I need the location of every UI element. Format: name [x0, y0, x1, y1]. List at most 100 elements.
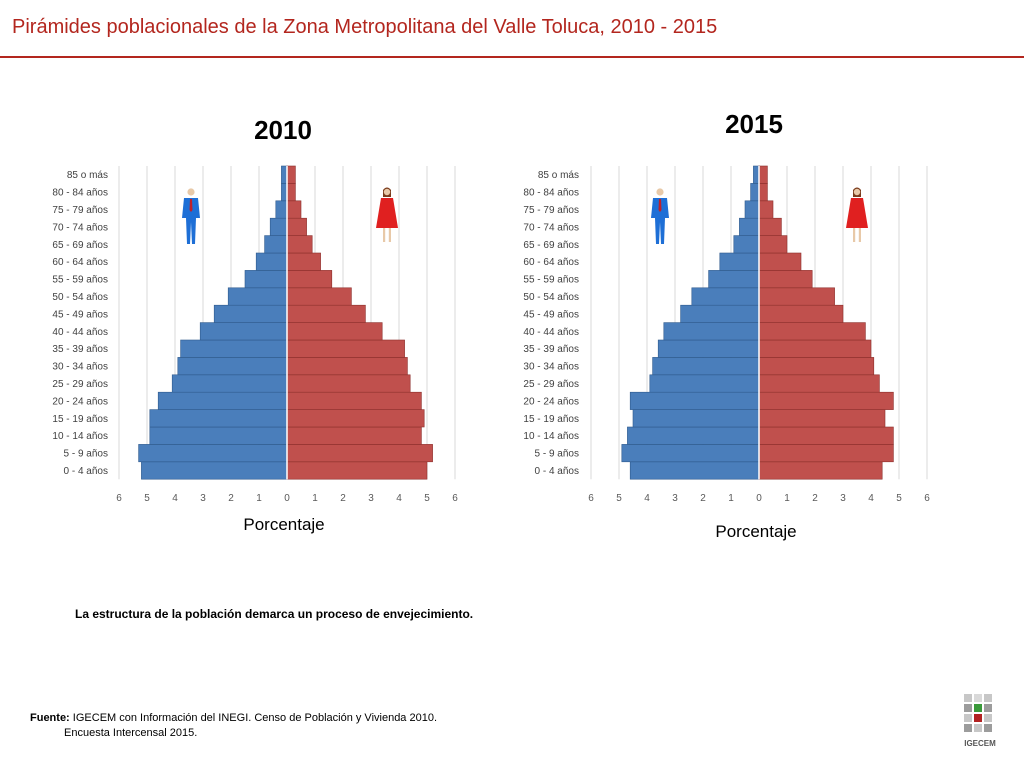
x-tick-label: 4: [172, 493, 178, 504]
age-group-label: 85 o más: [67, 170, 108, 181]
x-axis-label: Porcentaje: [243, 515, 324, 534]
age-group-label: 25 - 29 años: [52, 379, 108, 390]
x-tick-label: 5: [896, 493, 902, 504]
age-group-label: 15 - 19 años: [523, 414, 579, 425]
age-group-label: 10 - 14 años: [523, 431, 579, 442]
female-bar: [758, 461, 883, 480]
female-bar: [758, 444, 894, 463]
x-tick-label: 2: [228, 493, 234, 504]
age-group-label: 0 - 4 años: [64, 466, 108, 477]
age-group-label: 65 - 69 años: [52, 240, 108, 251]
male-bar: [680, 304, 760, 323]
leg: [383, 228, 386, 242]
female-bar: [286, 426, 422, 445]
x-tick-label: 2: [700, 493, 706, 504]
pyramid-0: 2010 6 5 4 3 2 1 0 1 2 3 4 5 6 0 - 4 años 5 - 9 años 10 …: [52, 115, 458, 534]
male-bar: [149, 409, 288, 428]
female-bar: [758, 183, 768, 202]
female-bar: [758, 374, 880, 393]
x-tick-label: 4: [644, 493, 650, 504]
female-bar: [286, 304, 366, 323]
female-bar: [758, 200, 774, 219]
female-bar: [758, 287, 835, 306]
male-bar: [213, 304, 288, 323]
age-group-label: 80 - 84 años: [523, 188, 579, 199]
age-group-label: 75 - 79 años: [523, 205, 579, 216]
male-bar: [180, 339, 288, 358]
age-group-label: 55 - 59 años: [523, 275, 579, 286]
female-bar: [758, 426, 894, 445]
male-bar: [627, 426, 760, 445]
female-bar: [758, 270, 813, 289]
x-tick-label: 2: [340, 493, 346, 504]
x-tick-label: 3: [200, 493, 206, 504]
male-bar: [227, 287, 288, 306]
male-bar: [244, 270, 288, 289]
age-group-label: 65 - 69 años: [523, 240, 579, 251]
female-bar: [286, 357, 408, 376]
age-group-label: 35 - 39 años: [523, 344, 579, 355]
female-bar: [286, 270, 333, 289]
pyramid-1: 2015 6 5 4 3 2 1 0 1 2 3 4 5 6 0 - 4 años 5 - 9 años 10 …: [523, 109, 930, 541]
female-bar: [286, 235, 313, 254]
male-bar: [157, 391, 288, 410]
x-tick-label: 0: [756, 493, 762, 504]
female-bar: [286, 183, 296, 202]
male-bar: [744, 200, 760, 219]
x-tick-label: 6: [452, 493, 458, 504]
male-bar: [275, 200, 288, 219]
female-bar: [286, 252, 321, 271]
age-group-label: 40 - 44 años: [52, 327, 108, 338]
leg: [858, 228, 861, 242]
x-tick-label: 6: [116, 493, 122, 504]
logo-grid-icon: [964, 694, 992, 732]
female-bar: [286, 391, 422, 410]
age-group-label: 70 - 74 años: [523, 222, 579, 233]
male-bar: [708, 270, 760, 289]
female-bar: [758, 391, 894, 410]
male-bar: [177, 357, 288, 376]
female-bar: [286, 444, 433, 463]
female-bar: [286, 409, 425, 428]
x-tick-label: 1: [312, 493, 318, 504]
male-body: [182, 198, 200, 244]
x-tick-label: 3: [368, 493, 374, 504]
male-bar: [632, 409, 760, 428]
age-group-label: 50 - 54 años: [52, 292, 108, 303]
male-bar: [255, 252, 288, 271]
male-bar: [663, 322, 760, 341]
female-bar: [286, 322, 383, 341]
page-title: Pirámides poblacionales de la Zona Metro…: [12, 16, 718, 38]
logo-text: IGECEM: [964, 739, 996, 748]
age-group-label: 80 - 84 años: [52, 188, 108, 199]
chart-title: 2015: [725, 109, 783, 139]
female-bar: [286, 217, 307, 236]
female-bar: [286, 165, 296, 184]
tie: [189, 199, 193, 212]
age-group-label: 20 - 24 años: [523, 396, 579, 407]
female-bar: [758, 339, 872, 358]
male-bar: [733, 235, 760, 254]
face: [383, 188, 391, 196]
age-group-label: 40 - 44 años: [523, 327, 579, 338]
head: [656, 188, 664, 196]
age-group-label: 25 - 29 años: [523, 379, 579, 390]
x-tick-label: 4: [868, 493, 874, 504]
head: [187, 188, 195, 196]
male-bar: [138, 444, 288, 463]
title-divider: [0, 56, 1024, 58]
female-body: [846, 198, 868, 228]
male-bar: [141, 461, 288, 480]
tie: [658, 199, 662, 212]
age-group-label: 75 - 79 años: [52, 205, 108, 216]
male-bar: [739, 217, 760, 236]
male-bar: [691, 287, 760, 306]
female-bar: [758, 357, 875, 376]
female-bar: [286, 200, 302, 219]
age-group-label: 15 - 19 años: [52, 414, 108, 425]
age-group-label: 60 - 64 años: [523, 257, 579, 268]
female-icon: [846, 187, 868, 242]
male-bar: [657, 339, 760, 358]
male-bar: [629, 461, 760, 480]
source-line-2: Encuesta Intercensal 2015.: [64, 727, 198, 739]
